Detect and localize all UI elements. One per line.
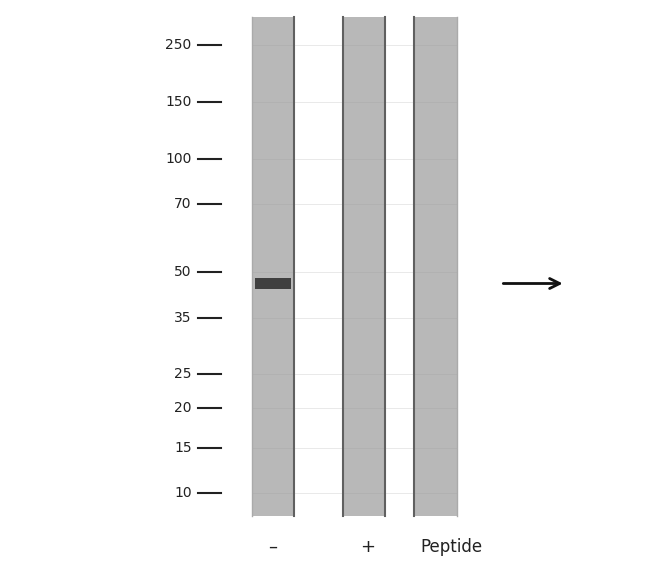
Text: 10: 10 xyxy=(174,486,192,500)
Text: 250: 250 xyxy=(166,39,192,52)
Text: 50: 50 xyxy=(174,265,192,279)
Text: 150: 150 xyxy=(165,95,192,109)
Bar xyxy=(252,17,294,516)
Text: +: + xyxy=(359,538,375,556)
Bar xyxy=(255,278,291,289)
Text: 25: 25 xyxy=(174,367,192,381)
Text: 100: 100 xyxy=(165,152,192,166)
Text: 15: 15 xyxy=(174,441,192,455)
Bar xyxy=(343,17,385,516)
Bar xyxy=(415,17,457,516)
Text: 70: 70 xyxy=(174,197,192,211)
Text: Peptide: Peptide xyxy=(421,538,483,556)
Text: 35: 35 xyxy=(174,311,192,324)
Text: –: – xyxy=(268,538,278,556)
Text: 20: 20 xyxy=(174,401,192,415)
